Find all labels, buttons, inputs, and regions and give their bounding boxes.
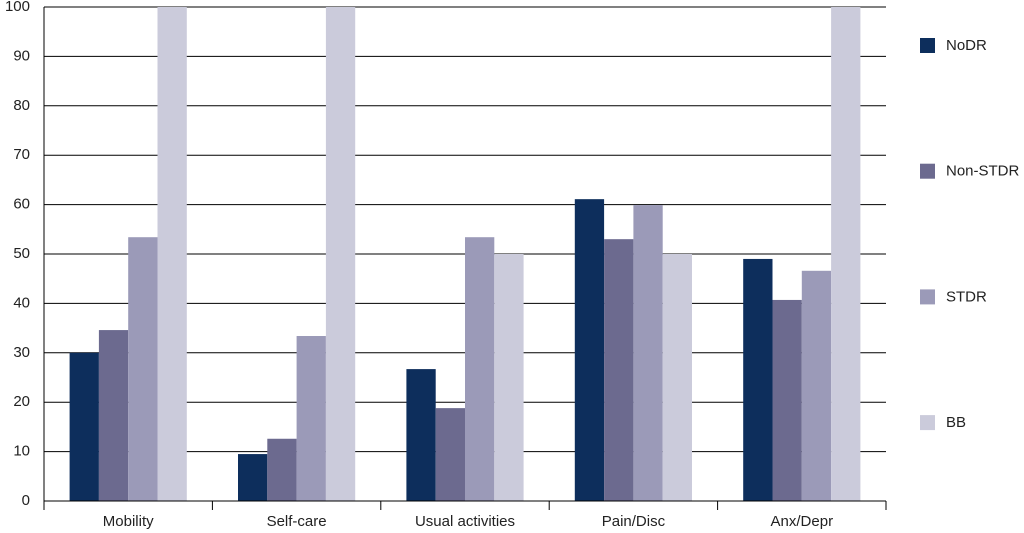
bar bbox=[69, 352, 99, 501]
y-tick-label: 10 bbox=[13, 443, 30, 460]
bar bbox=[435, 408, 465, 501]
bar bbox=[98, 330, 129, 501]
legend-swatch bbox=[920, 38, 935, 53]
bar bbox=[406, 369, 436, 501]
bar bbox=[296, 336, 326, 501]
bar bbox=[325, 7, 356, 501]
x-tick-label: Pain/Disc bbox=[602, 513, 666, 530]
y-tick-label: 100 bbox=[5, 0, 30, 15]
bar bbox=[574, 199, 605, 501]
bar bbox=[772, 299, 802, 501]
bar bbox=[801, 270, 832, 501]
y-tick-label: 50 bbox=[13, 245, 30, 262]
bar bbox=[743, 258, 773, 501]
x-tick-label: Usual activities bbox=[415, 513, 515, 530]
y-tick-label: 60 bbox=[13, 196, 30, 213]
x-tick-label: Self-care bbox=[267, 513, 327, 530]
bar bbox=[267, 438, 297, 501]
x-tick-label: Anx/Depr bbox=[771, 513, 834, 530]
legend-swatch bbox=[920, 163, 935, 179]
legend-label: STDR bbox=[946, 288, 987, 305]
y-tick-label: 20 bbox=[13, 393, 30, 410]
x-tick-label: Mobility bbox=[103, 513, 154, 530]
bar bbox=[662, 254, 692, 501]
bar bbox=[465, 237, 495, 502]
y-tick-label: 80 bbox=[13, 97, 30, 114]
bar bbox=[238, 454, 268, 501]
legend-label: BB bbox=[946, 414, 966, 431]
y-tick-label: 70 bbox=[13, 146, 30, 163]
legend-swatch bbox=[920, 289, 935, 305]
y-tick-label: 30 bbox=[13, 344, 30, 361]
bar bbox=[157, 7, 187, 501]
y-tick-label: 40 bbox=[13, 294, 30, 311]
legend-swatch bbox=[920, 415, 935, 431]
bar bbox=[633, 205, 663, 501]
bar bbox=[494, 254, 524, 501]
legend-label: Non-STDR bbox=[946, 163, 1020, 180]
y-tick-label: 90 bbox=[13, 47, 30, 64]
bar bbox=[604, 239, 634, 501]
y-tick-label: 0 bbox=[22, 492, 30, 509]
legend-label: NoDR bbox=[946, 37, 987, 54]
bar bbox=[128, 237, 158, 502]
bar bbox=[831, 7, 861, 501]
